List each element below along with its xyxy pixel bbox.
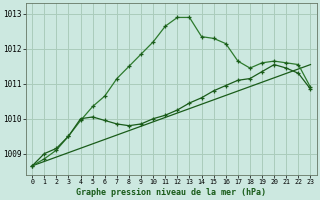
X-axis label: Graphe pression niveau de la mer (hPa): Graphe pression niveau de la mer (hPa): [76, 188, 266, 197]
